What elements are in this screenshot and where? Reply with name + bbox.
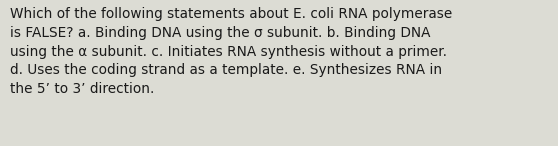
Text: Which of the following statements about E. coli RNA polymerase
is FALSE? a. Bind: Which of the following statements about … [10, 7, 453, 96]
